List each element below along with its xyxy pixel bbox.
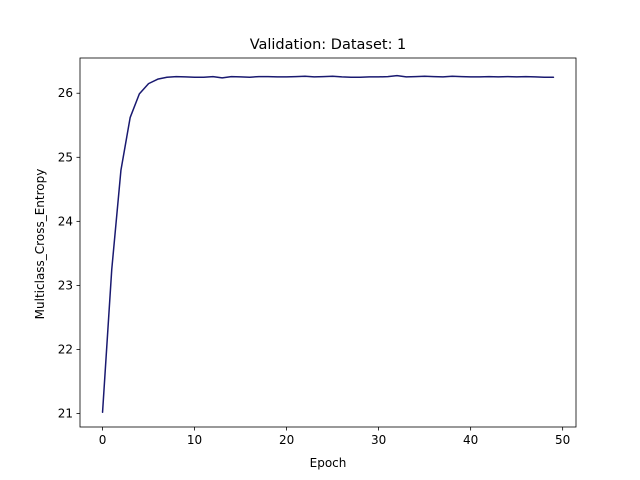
x-tick-label: 30 — [371, 433, 386, 447]
x-tick-label: 50 — [555, 433, 570, 447]
x-tick-label: 0 — [99, 433, 107, 447]
y-axis-label: Multiclass_Cross_Entropy — [33, 169, 47, 320]
x-tick-label: 20 — [279, 433, 294, 447]
y-tick-label: 25 — [58, 150, 73, 164]
x-tick-label: 10 — [187, 433, 202, 447]
y-tick-label: 24 — [58, 214, 73, 228]
y-tick-label: 23 — [58, 278, 73, 292]
y-tick-label: 26 — [58, 86, 73, 100]
x-axis-label: Epoch — [310, 456, 347, 470]
plot-frame — [79, 57, 577, 428]
plot-area: 0 10 20 30 40 50 21 22 23 24 25 26 — [58, 57, 577, 447]
y-tick-label: 21 — [58, 407, 73, 421]
series-line-0 — [101, 74, 555, 414]
chart-title: Validation: Dataset: 1 — [250, 37, 407, 53]
x-tick-label: 40 — [463, 433, 478, 447]
y-tick-label: 22 — [58, 342, 73, 356]
